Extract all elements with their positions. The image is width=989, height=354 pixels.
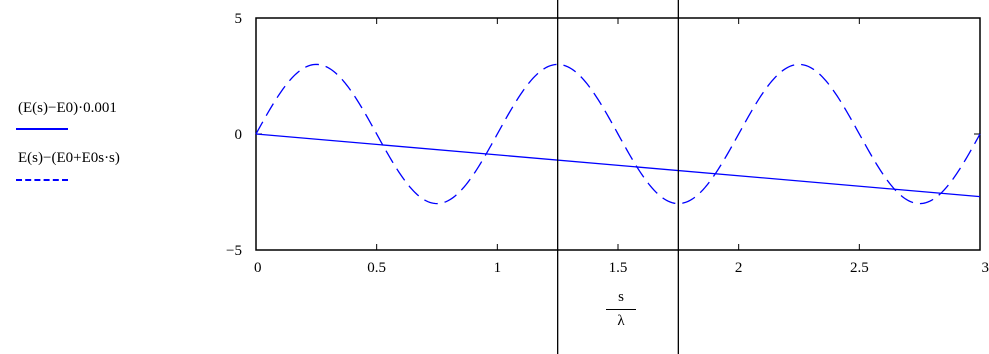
x-tick-label: 2	[735, 260, 743, 276]
legend-label-dashed: E(s)−(E0+E0s·s)	[18, 150, 120, 166]
x-tick-label: 3	[982, 260, 989, 276]
marker-lines	[557, 0, 679, 354]
x-axis-label: s λ	[606, 290, 636, 329]
x-tick-label: 2.5	[850, 260, 869, 276]
series-solid-line	[255, 133, 981, 198]
y-tick-label: 5	[235, 11, 243, 27]
x-tick-label: 0	[254, 260, 262, 276]
series-layer	[255, 63, 981, 205]
x-axis-label-denominator: λ	[617, 313, 625, 329]
x-tick-label: 0.5	[367, 260, 386, 276]
x-axis-label-numerator: s	[606, 290, 636, 310]
x-tick-label: 1	[494, 260, 502, 276]
y-tick-label: 0	[235, 127, 243, 143]
legend-label-solid: (E(s)−E0)·0.001	[18, 100, 117, 116]
series-dashed-line	[255, 63, 981, 205]
x-tick-label: 1.5	[609, 260, 628, 276]
legend-swatch-dashed	[16, 179, 68, 181]
tick-labels: 0 0.5 1 1.5 2 2.5 3 −5 0 5	[226, 11, 989, 276]
legend-swatch-solid	[16, 128, 68, 130]
y-tick-label: −5	[226, 243, 242, 259]
